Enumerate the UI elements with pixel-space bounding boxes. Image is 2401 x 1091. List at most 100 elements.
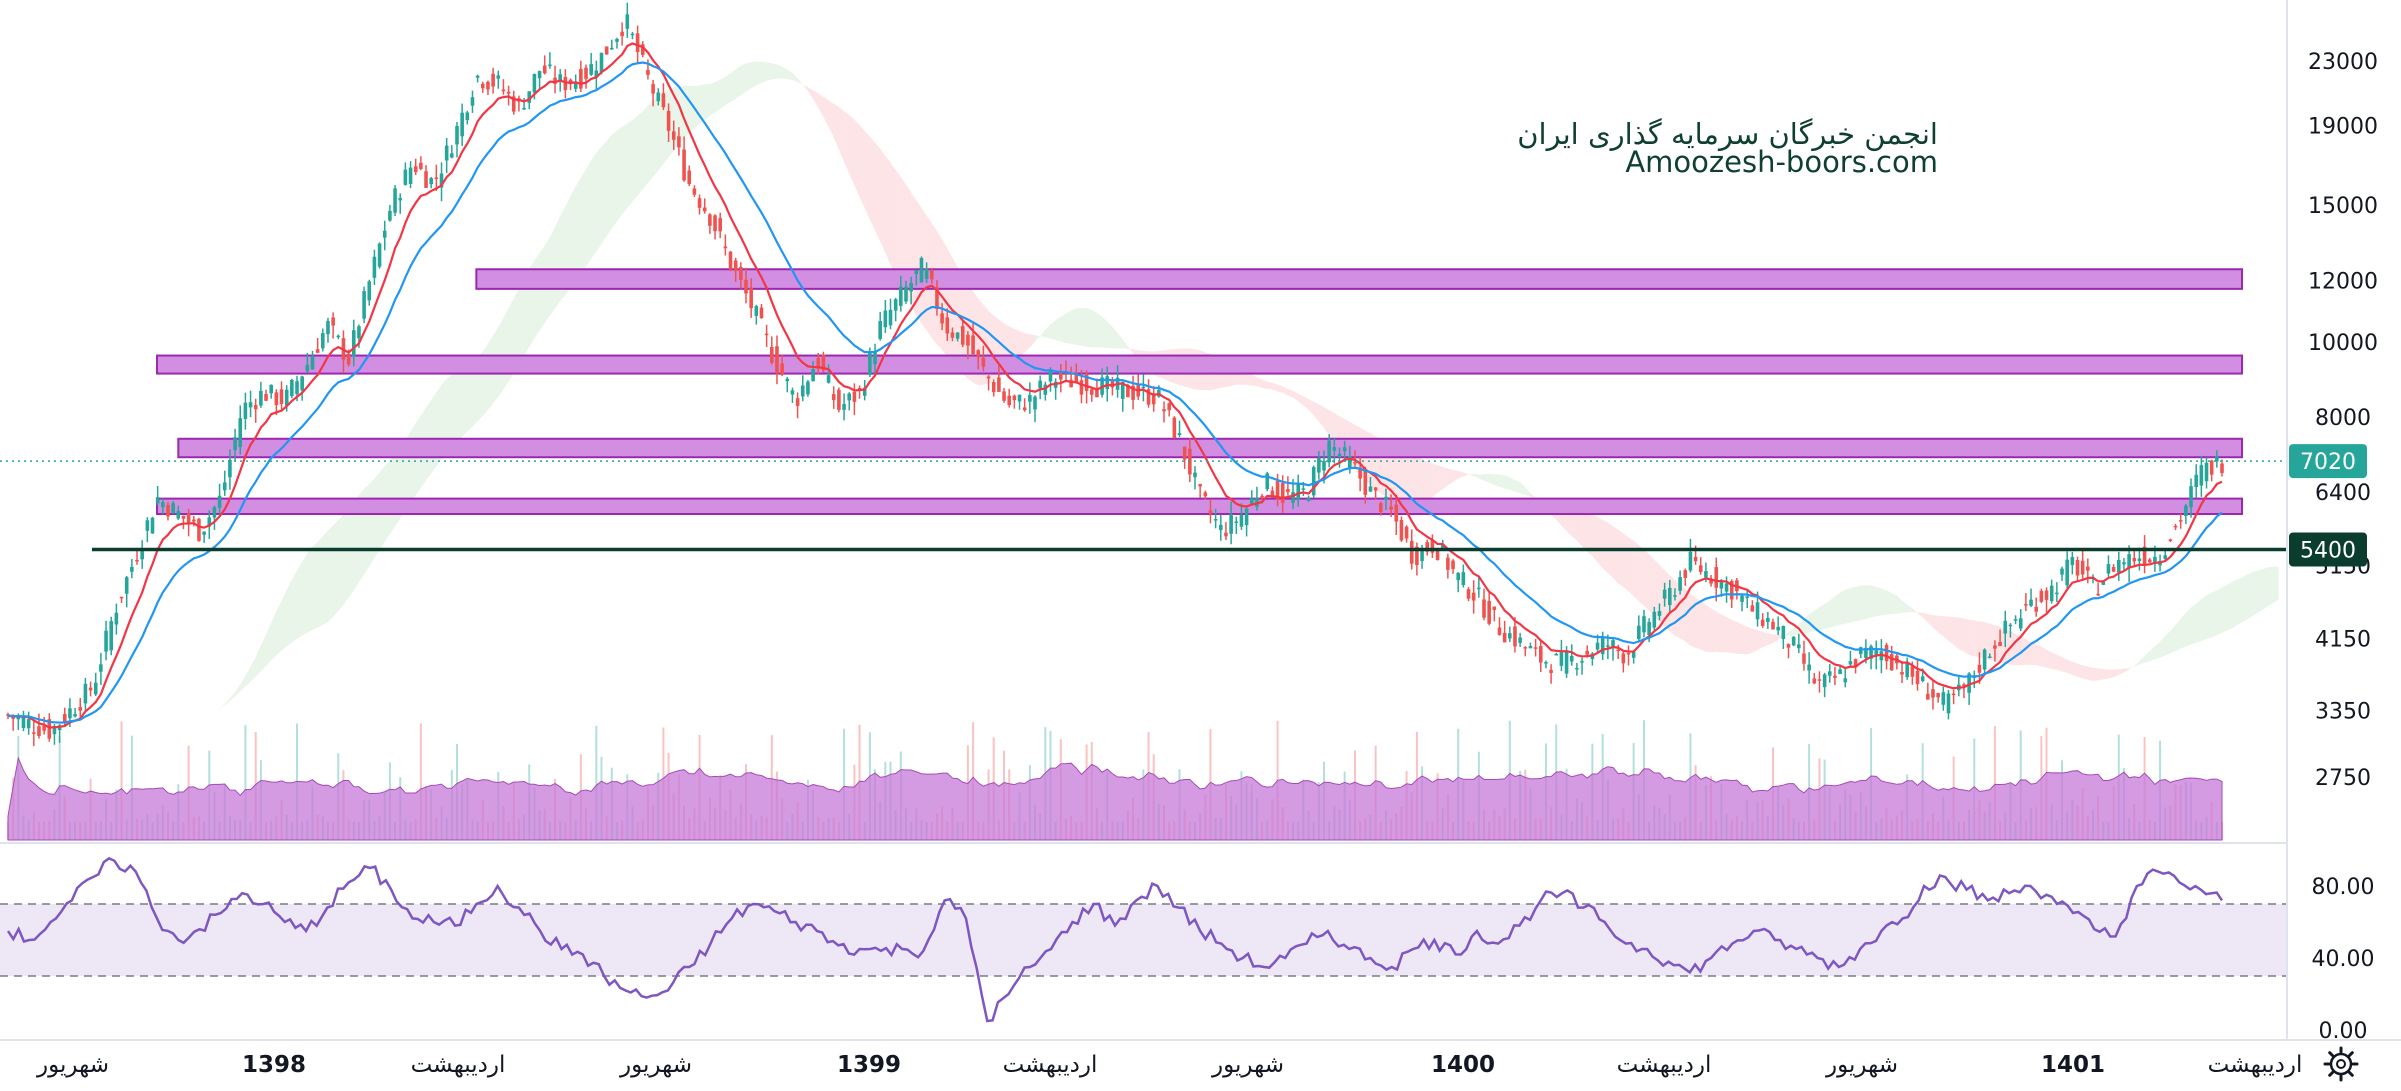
candle-body <box>1394 504 1399 522</box>
time-axis[interactable]: شهریور 1398 اردیبهشت شهریور 1399 اردیبهشت شهری… <box>36 1052 2302 1078</box>
candle-body <box>1456 572 1460 581</box>
price-tick-label: 8000 <box>2315 406 2371 431</box>
cloud-segment <box>276 600 282 656</box>
cloud-segment <box>1293 390 1299 402</box>
cloud-segment <box>456 370 463 442</box>
price-tick-label: 3350 <box>2315 699 2371 724</box>
candle-body <box>408 167 413 184</box>
cloud-segment <box>1282 386 1288 396</box>
candle-body <box>563 76 568 91</box>
cloud-segment <box>1096 312 1103 348</box>
moving-averages <box>7 42 2223 729</box>
cloud-segment <box>2154 641 2161 660</box>
cloud-segment <box>611 130 617 229</box>
candle-body <box>806 381 810 395</box>
candle-body <box>1487 600 1491 624</box>
resistance-zone[interactable] <box>156 497 2243 515</box>
candle-body <box>1523 647 1528 649</box>
cloud-segment <box>451 372 457 447</box>
gear-icon[interactable] <box>2323 1046 2359 1082</box>
candle-body <box>646 69 650 75</box>
candle-body <box>2168 539 2173 542</box>
candle-body <box>759 307 764 319</box>
candle-body <box>1915 670 1920 685</box>
time-tick-label: شهریور <box>619 1052 692 1078</box>
candle-body <box>1461 572 1466 586</box>
resistance-zone[interactable] <box>156 354 2243 375</box>
candle-body <box>960 326 965 345</box>
cloud-segment <box>1824 600 1830 629</box>
candle-body <box>2034 606 2039 612</box>
candle-body <box>764 333 769 336</box>
cloud-segment <box>632 115 638 202</box>
candle-body <box>640 44 645 55</box>
candle-body <box>1378 503 1383 512</box>
candle-body <box>233 437 237 451</box>
candle-body <box>1208 510 1213 514</box>
candle-body <box>661 93 666 108</box>
candle-body <box>207 517 212 527</box>
cloud-segment <box>2036 644 2042 667</box>
candle-body <box>1260 495 1264 498</box>
resistance-zone[interactable] <box>475 268 2243 290</box>
cloud-segment <box>1597 516 1603 569</box>
candle-body <box>553 77 557 84</box>
candle-body <box>1745 596 1750 598</box>
candle-body <box>1182 446 1187 460</box>
cloud-segment <box>715 79 721 113</box>
candle-body <box>904 286 908 302</box>
candle-body <box>687 170 692 185</box>
candle-body <box>718 218 722 232</box>
candle-body <box>511 96 516 112</box>
candle-body <box>1162 409 1166 412</box>
cloud-segment <box>2082 665 2088 680</box>
candle-body <box>2137 558 2142 561</box>
cloud-segment <box>828 100 834 138</box>
cloud-segment <box>2258 569 2264 613</box>
candle-body <box>398 197 403 201</box>
cloud-segment <box>776 64 783 79</box>
candle-body <box>2013 619 2018 621</box>
price-tick-label: 10000 <box>2308 331 2378 356</box>
candle-body <box>630 33 635 36</box>
cloud-segment <box>900 177 906 296</box>
resistance-zones[interactable] <box>156 268 2244 515</box>
candle-body <box>1600 636 1605 655</box>
candle-body <box>1348 456 1352 469</box>
cloud-segment <box>2263 567 2269 610</box>
cloud-segment <box>1927 614 1933 628</box>
cloud-segment <box>2206 592 2212 640</box>
candle-body <box>1301 488 1306 490</box>
candle-body <box>1724 583 1729 592</box>
cloud-segment <box>2227 581 2233 631</box>
cloud-segment <box>240 675 246 692</box>
cloud-segment <box>1680 584 1686 642</box>
candle-body <box>1151 393 1156 405</box>
cloud-segment <box>260 634 267 672</box>
candle-body <box>1998 641 2002 647</box>
candle-body <box>878 321 882 339</box>
time-tick-label: 1400 <box>1431 1052 1495 1078</box>
candle-body <box>2178 520 2183 522</box>
cloud-segment <box>792 72 798 83</box>
rsi-pane[interactable] <box>0 856 2287 1023</box>
candle-body <box>1786 644 1791 648</box>
resistance-zone[interactable] <box>177 437 2244 459</box>
cloud-segment <box>1814 606 1820 632</box>
cloud-segment <box>224 698 230 706</box>
cloud-segment <box>1530 493 1536 498</box>
cloud-segment <box>1463 472 1469 477</box>
price-pane[interactable]: انجمن خبرگان سرمایه گذاری ایران Amoozesh… <box>0 2 2287 841</box>
cloud-segment <box>2103 669 2109 680</box>
candle-body <box>346 353 351 365</box>
candle-body <box>1332 447 1337 451</box>
candle-body <box>2055 592 2059 595</box>
candle-body <box>1043 384 1048 395</box>
candle-body <box>733 260 738 272</box>
candle-body <box>140 549 144 560</box>
candle-body <box>697 198 702 208</box>
candle-body <box>88 687 93 691</box>
cloud-segment <box>1318 404 1325 429</box>
